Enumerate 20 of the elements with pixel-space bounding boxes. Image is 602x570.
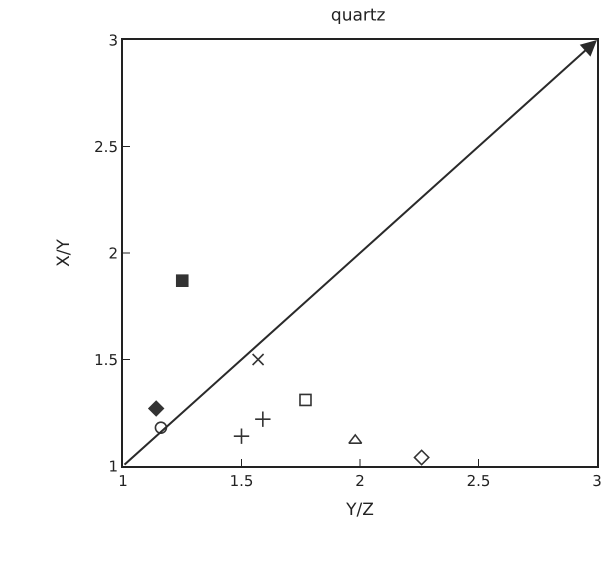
y-tick-label: 2.5: [94, 138, 118, 156]
x-tick-label: 1.5: [230, 472, 254, 490]
point: [299, 394, 312, 406]
point: [233, 428, 250, 445]
x-tick-label: 2: [355, 472, 365, 490]
x-tick-label: 2.5: [466, 472, 490, 490]
point: [176, 274, 189, 287]
y-tick-label: 3: [108, 31, 118, 50]
point: [148, 400, 164, 416]
point: [154, 421, 168, 434]
x-axis-title: Y/Z: [345, 500, 374, 520]
x-tick-label: 3: [592, 472, 602, 490]
chart-title: quartz: [330, 5, 386, 26]
point: [252, 353, 264, 366]
y-axis-title: X/Y: [54, 238, 74, 267]
point: [254, 410, 272, 428]
y-tick-label: 1: [108, 457, 118, 476]
y-tick-label: 1.5: [94, 350, 118, 369]
y-tick-label: 2: [108, 244, 118, 262]
point: [414, 450, 430, 466]
